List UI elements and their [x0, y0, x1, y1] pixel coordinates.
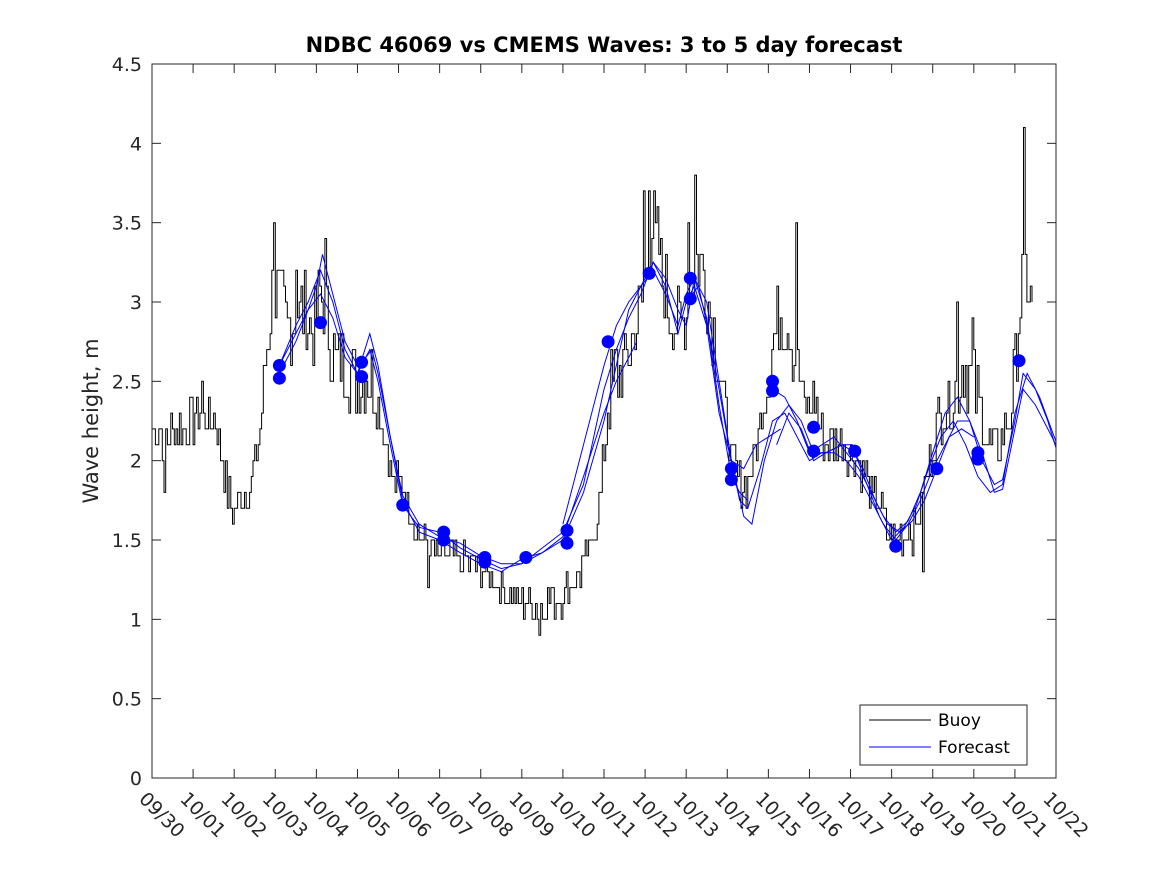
forecast-marker-26	[930, 462, 944, 476]
y-tick-label: 2.5	[112, 371, 142, 393]
y-tick-label: 0.5	[112, 689, 142, 711]
legend-buoy-label: Buoy	[938, 711, 981, 731]
forecast-marker-1	[272, 359, 286, 372]
chart-title: NDBC 46069 vs CMEMS Waves: 3 to 5 day fo…	[306, 33, 903, 57]
forecast-run-line-3	[278, 293, 638, 565]
legend-forecast-label: Forecast	[938, 738, 1010, 758]
forecast-marker-19	[724, 473, 738, 487]
y-tick-label: 1.5	[112, 530, 142, 552]
forecast-marker-20	[766, 374, 779, 388]
forecast-marker-21	[766, 384, 779, 398]
forecast-run-line-1	[278, 254, 749, 573]
forecast-marker-10	[478, 555, 492, 569]
buoy-series-line	[152, 127, 1033, 636]
forecast-marker-12	[560, 524, 574, 537]
y-tick-label: 2	[130, 451, 142, 473]
forecast-marker-13	[560, 536, 574, 550]
forecast-run-line-2	[278, 261, 781, 570]
y-tick-label: 4.5	[112, 54, 142, 76]
forecast-marker-5	[355, 370, 369, 384]
forecast-marker-29	[1012, 354, 1026, 368]
forecast-marker-16	[683, 271, 697, 285]
y-axis-label: Wave height, m	[79, 338, 103, 503]
forecast-marker-25	[889, 539, 903, 553]
forecast-marker-23	[807, 444, 821, 458]
legend-box	[859, 704, 1028, 766]
forecast-marker-28	[971, 452, 985, 466]
forecast-marker-17	[683, 292, 697, 306]
forecast-marker-15	[642, 266, 656, 280]
forecast-run-line-7	[776, 372, 1057, 541]
y-tick-label: 1	[130, 609, 142, 631]
forecast-marker-18	[724, 462, 738, 476]
forecast-run-line-5	[685, 284, 1057, 541]
forecast-marker-3	[314, 316, 327, 330]
forecast-marker-24	[848, 444, 862, 458]
y-tick-label: 3.5	[112, 213, 142, 235]
forecast-marker-14	[601, 335, 615, 349]
forecast-marker-11	[519, 551, 533, 564]
y-tick-label: 3	[130, 292, 142, 314]
legend: Buoy Forecast	[859, 704, 1028, 766]
y-tick-label: 4	[130, 133, 142, 155]
plot-area	[152, 64, 1057, 778]
forecast-marker-6	[396, 498, 410, 512]
y-tick-label: 0	[130, 768, 142, 790]
forecast-marker-22	[807, 420, 821, 434]
forecast-marker-2	[272, 371, 286, 385]
forecast-marker-4	[355, 355, 369, 369]
forecast-marker-8	[437, 533, 451, 547]
